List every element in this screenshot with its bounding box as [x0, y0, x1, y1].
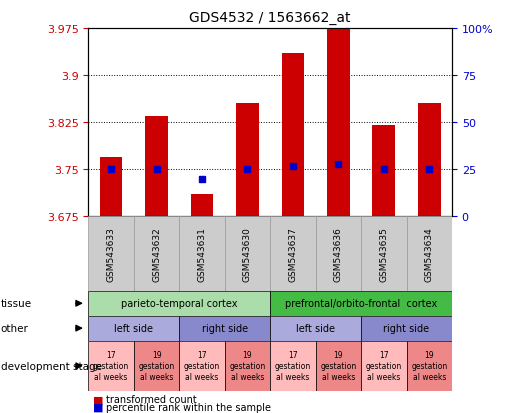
Text: 17
gestation
al weeks: 17 gestation al weeks [184, 350, 220, 382]
Text: percentile rank within the sample: percentile rank within the sample [106, 402, 271, 412]
Bar [327, 29, 350, 217]
Text: other: other [1, 323, 28, 333]
Text: 19
gestation
al weeks: 19 gestation al weeks [229, 350, 266, 382]
Bar [88, 341, 134, 391]
Text: prefrontal/orbito-frontal  cortex: prefrontal/orbito-frontal cortex [285, 299, 437, 309]
Bar [100, 157, 123, 217]
Bar [134, 217, 179, 291]
Text: GSM543633: GSM543633 [107, 227, 116, 281]
Bar [270, 291, 452, 316]
Text: GSM543632: GSM543632 [152, 227, 161, 281]
Text: left side: left side [114, 323, 154, 333]
Bar [270, 316, 361, 341]
Bar [225, 341, 270, 391]
Text: right side: right side [383, 323, 430, 333]
Text: GSM543636: GSM543636 [334, 227, 343, 281]
Text: ■: ■ [93, 394, 104, 404]
Bar [179, 341, 225, 391]
Text: GSM543635: GSM543635 [379, 227, 388, 281]
Text: development stage: development stage [1, 361, 102, 371]
Bar [225, 217, 270, 291]
Text: transformed count: transformed count [106, 394, 197, 404]
Text: 19
gestation
al weeks: 19 gestation al weeks [411, 350, 447, 382]
Text: 19
gestation
al weeks: 19 gestation al weeks [138, 350, 175, 382]
Bar [270, 341, 316, 391]
Text: GSM543630: GSM543630 [243, 227, 252, 281]
Text: GSM543634: GSM543634 [425, 227, 434, 281]
Bar [373, 126, 395, 217]
Bar [418, 104, 441, 217]
Title: GDS4532 / 1563662_at: GDS4532 / 1563662_at [189, 11, 351, 25]
Text: 17
gestation
al weeks: 17 gestation al weeks [93, 350, 129, 382]
Text: left side: left side [296, 323, 335, 333]
Text: right side: right side [201, 323, 248, 333]
Bar [316, 341, 361, 391]
Bar [179, 316, 270, 341]
Bar [407, 341, 452, 391]
Text: GSM543637: GSM543637 [288, 227, 297, 281]
Bar [270, 217, 316, 291]
Bar [145, 116, 168, 217]
Bar [134, 341, 179, 391]
Text: 17
gestation
al weeks: 17 gestation al weeks [275, 350, 311, 382]
Text: GSM543631: GSM543631 [197, 227, 207, 281]
Bar [191, 195, 213, 217]
Bar [361, 217, 407, 291]
Text: parieto-temporal cortex: parieto-temporal cortex [121, 299, 237, 309]
Bar [407, 217, 452, 291]
Text: 17
gestation
al weeks: 17 gestation al weeks [366, 350, 402, 382]
Bar [88, 316, 179, 341]
Text: ■: ■ [93, 402, 104, 412]
Bar [316, 217, 361, 291]
Bar [282, 54, 305, 217]
Text: 19
gestation
al weeks: 19 gestation al weeks [320, 350, 357, 382]
Bar [88, 291, 270, 316]
Text: tissue: tissue [1, 299, 32, 309]
Bar [236, 104, 259, 217]
Bar [88, 217, 134, 291]
Bar [361, 316, 452, 341]
Bar [361, 341, 407, 391]
Bar [179, 217, 225, 291]
